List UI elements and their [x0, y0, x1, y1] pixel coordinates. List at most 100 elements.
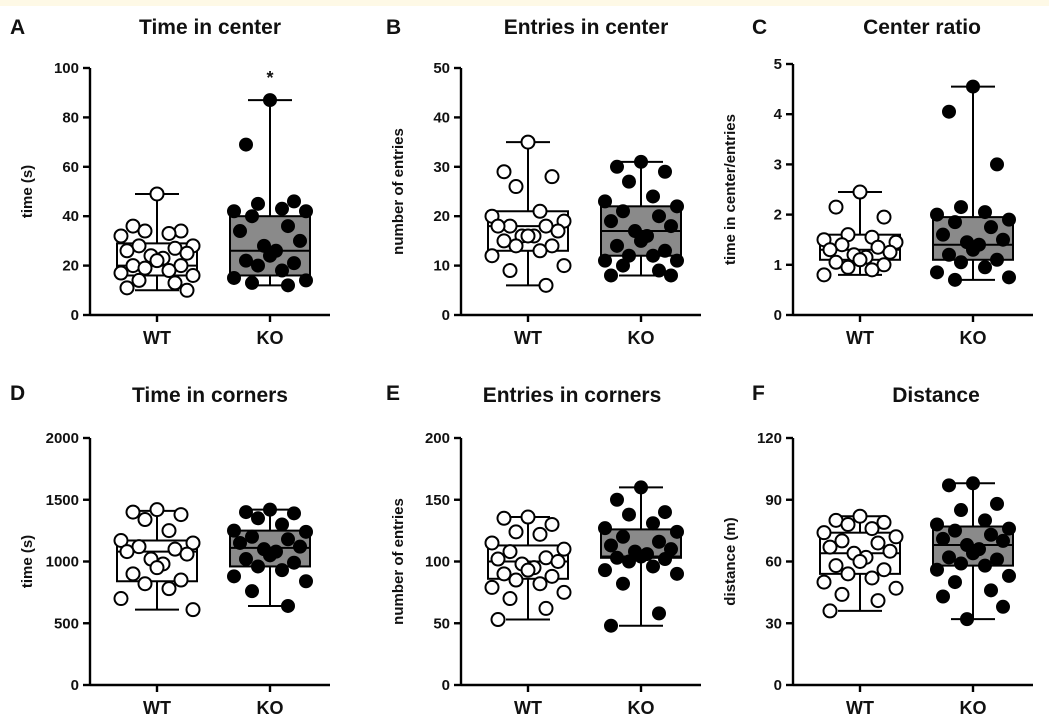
data-point: [864, 262, 880, 278]
y-tick-label: 0: [71, 307, 79, 324]
y-tick-label: 100: [425, 554, 450, 571]
data-point: [239, 253, 253, 268]
data-point: [996, 599, 1010, 614]
data-point: [978, 205, 992, 220]
data-point: [1002, 270, 1016, 285]
series-ko: [227, 502, 313, 613]
data-point: [502, 591, 518, 607]
series-wt: [484, 134, 572, 293]
panel-c: C Center ratio 0 1 2 3 4 5 time in center/entrie…: [722, 16, 1033, 348]
x-tick-label: WT: [846, 328, 874, 348]
chart-title: Time in center: [139, 16, 281, 39]
data-point: [966, 476, 980, 491]
y-tick-label: 0: [774, 307, 782, 324]
y-tick-label: 80: [62, 109, 79, 126]
data-point: [299, 273, 313, 288]
data-point: [876, 209, 892, 225]
data-point: [544, 568, 560, 584]
data-point: [664, 268, 678, 283]
data-point: [646, 559, 660, 574]
data-point: [275, 517, 289, 532]
data-point: [966, 79, 980, 94]
data-point: [299, 524, 313, 539]
data-point: [670, 199, 684, 214]
y-tick-label: 0: [442, 307, 450, 324]
y-tick-label: 150: [425, 492, 450, 509]
chart-title: Center ratio: [863, 16, 981, 39]
y-tick-label: 5: [774, 56, 782, 73]
data-point: [275, 263, 289, 278]
data-point: [876, 514, 892, 530]
data-point: [622, 174, 636, 189]
data-point: [137, 260, 153, 276]
data-point: [604, 538, 618, 553]
data-point: [610, 238, 624, 253]
data-point: [119, 544, 135, 560]
y-tick-label: 50: [433, 60, 450, 77]
data-point: [822, 539, 838, 555]
data-point: [942, 550, 956, 565]
y-tick-label: 2: [774, 207, 782, 224]
data-point: [251, 559, 265, 574]
data-point: [852, 252, 868, 268]
data-point: [245, 584, 259, 599]
data-point: [822, 242, 838, 258]
data-point: [930, 265, 944, 280]
y-tick-label: 50: [433, 615, 450, 632]
chart-title: Entries in corners: [483, 384, 662, 407]
panel-letter: F: [752, 382, 765, 405]
data-point: [245, 529, 259, 544]
y-tick-label: 2000: [46, 430, 79, 447]
data-point: [966, 546, 980, 561]
data-point: [119, 280, 135, 296]
data-point: [532, 576, 548, 592]
chart-title: Distance: [892, 384, 980, 407]
data-point: [520, 134, 536, 150]
y-tick-label: 60: [765, 554, 782, 571]
data-point: [828, 558, 844, 574]
data-point: [544, 516, 560, 532]
data-point: [251, 511, 265, 526]
data-point: [263, 548, 277, 563]
data-point: [936, 227, 950, 242]
series-wt: [113, 502, 201, 618]
panel-e: E Entries in corners 0 50 100 150 200 number of…: [386, 382, 701, 714]
data-point: [263, 248, 277, 263]
data-point: [233, 535, 247, 550]
data-point: [598, 563, 612, 578]
data-point: [834, 533, 850, 549]
data-point: [658, 164, 672, 179]
data-point: [634, 154, 648, 169]
x-tick-label: KO: [257, 698, 284, 714]
panel-b: B Entries in center 0 10 20 30 40 50 number of e…: [386, 16, 701, 348]
data-point: [978, 513, 992, 528]
data-point: [490, 612, 506, 628]
data-point: [281, 278, 295, 293]
data-point: [870, 535, 886, 551]
data-point: [978, 260, 992, 275]
series-wt: [113, 186, 201, 298]
data-point: [942, 247, 956, 262]
data-point: [119, 243, 135, 259]
data-point: [287, 256, 301, 271]
data-point: [281, 598, 295, 613]
y-tick-label: 100: [54, 60, 79, 77]
data-point: [852, 508, 868, 524]
data-point: [616, 204, 630, 219]
y-tick-label: 200: [425, 430, 450, 447]
series-wt: [484, 509, 572, 628]
y-tick-label: 0: [71, 677, 79, 694]
data-point: [882, 543, 898, 559]
data-point: [496, 164, 512, 180]
panel-letter: A: [10, 16, 25, 39]
data-point: [556, 541, 572, 557]
data-point: [239, 137, 253, 152]
data-point: [125, 258, 141, 274]
data-point: [532, 243, 548, 259]
panel-letter: B: [386, 16, 401, 39]
chart-title: Entries in center: [504, 16, 669, 39]
y-axis-label: time in center/entries: [722, 114, 739, 265]
y-tick-label: 10: [433, 258, 450, 275]
data-point: [281, 532, 295, 547]
x-tick-label: WT: [514, 328, 542, 348]
